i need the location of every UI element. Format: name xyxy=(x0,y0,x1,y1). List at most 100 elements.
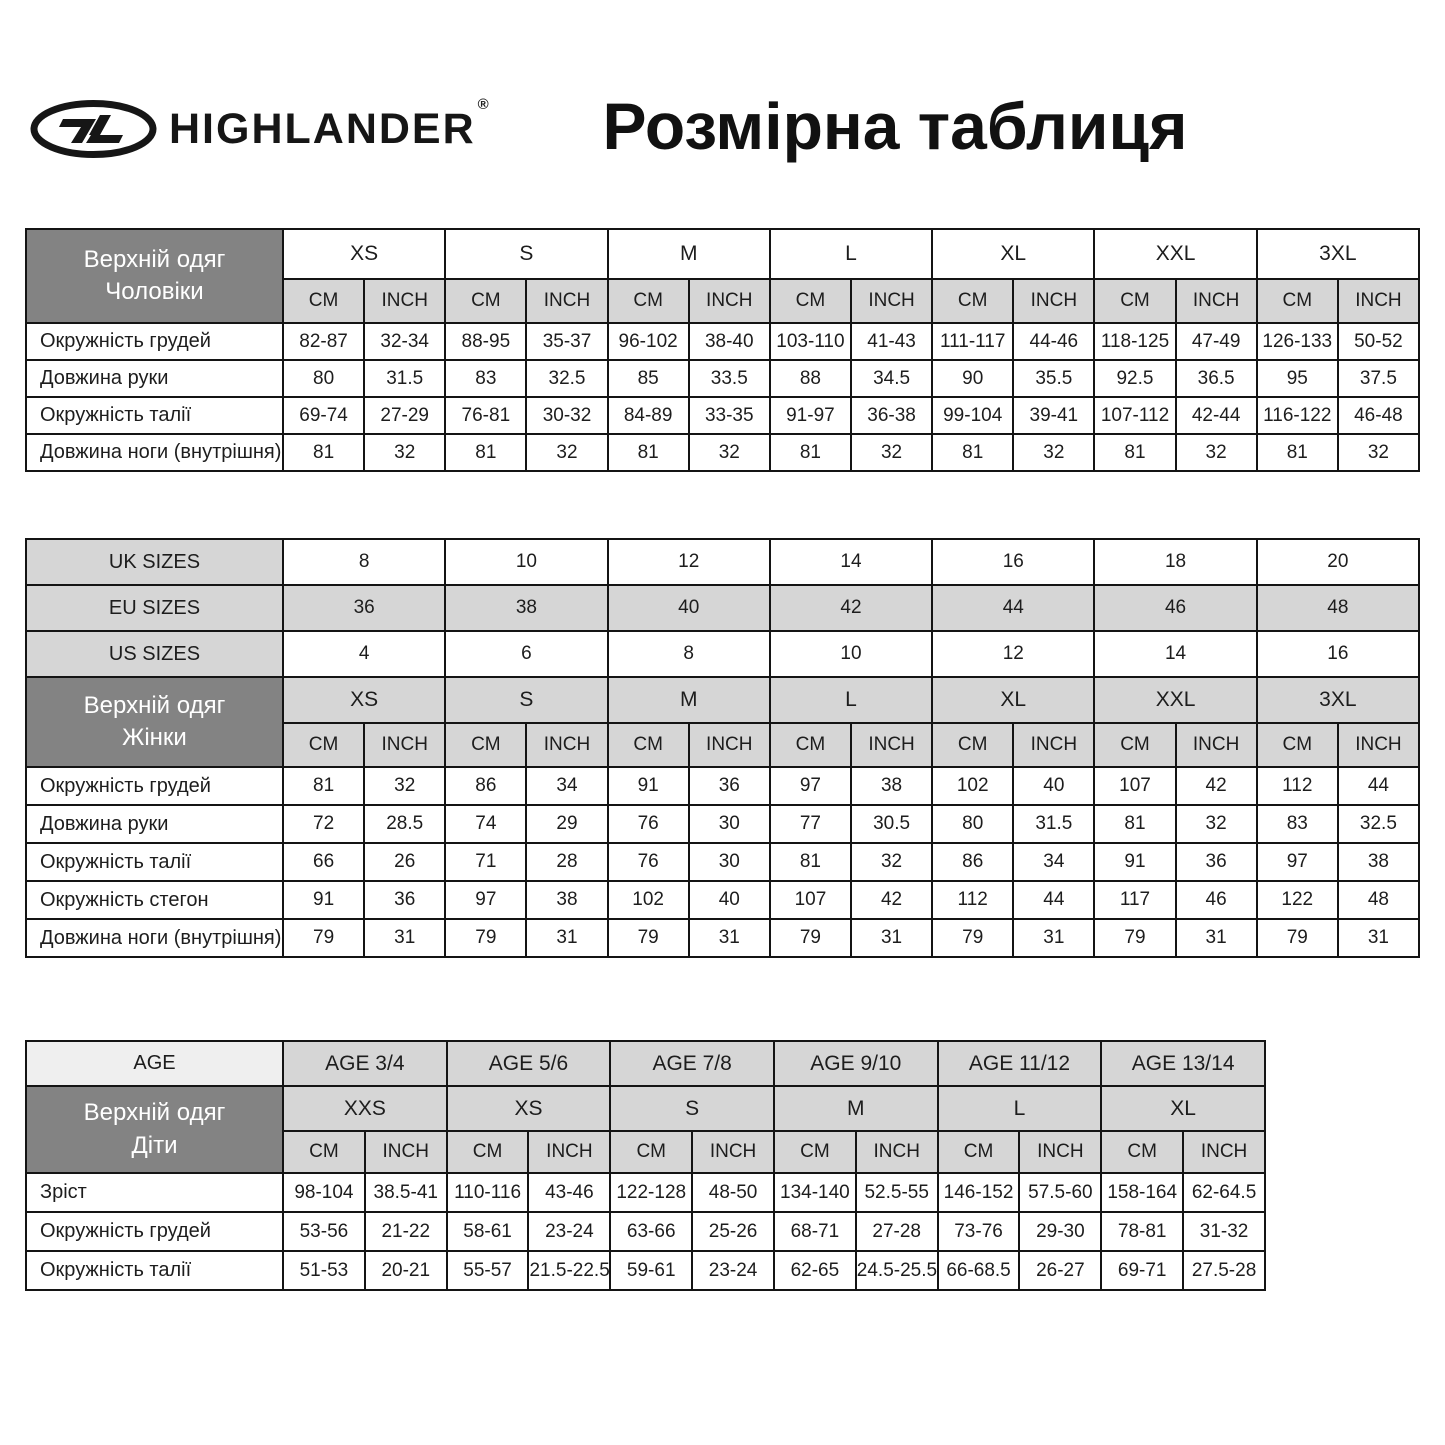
conversion-value-cell: 14 xyxy=(1093,630,1258,678)
value-cell: 80 xyxy=(281,359,366,398)
conversion-value-cell: 6 xyxy=(444,630,609,678)
value-cell: 25-26 xyxy=(691,1211,775,1252)
unit-header-cell: CM xyxy=(1255,722,1339,768)
size-header-cell: XXS xyxy=(282,1085,448,1132)
value-cell: 66 xyxy=(281,842,366,882)
conversion-value-cell: 16 xyxy=(931,538,1096,586)
measurement-label: Зріст xyxy=(25,1172,284,1213)
value-cell: 96-102 xyxy=(606,322,690,361)
size-header-cell: S xyxy=(444,676,609,724)
size-header-cell: XS xyxy=(281,228,447,280)
measurement-label: Довжина руки xyxy=(25,804,284,844)
value-cell: 31 xyxy=(1174,918,1258,958)
value-cell: 90 xyxy=(931,359,1015,398)
women-size-table: UK SIZES 8 10 12 14 16 18 20 EU SIZES 36 38 40 42 44 4… xyxy=(25,538,1421,958)
unit-header-cell: INCH xyxy=(854,1130,939,1174)
value-cell: 91-97 xyxy=(768,396,852,435)
unit-header-cell: INCH xyxy=(1182,1130,1266,1174)
section-header-cell: Верхній одяг Жінки xyxy=(25,676,284,768)
table-row: EU SIZES 36 38 40 42 44 46 48 xyxy=(25,584,1421,632)
size-header-cell: XXL xyxy=(1093,228,1258,280)
value-cell: 40 xyxy=(687,880,771,920)
value-cell: 97 xyxy=(1255,842,1339,882)
value-cell: 83 xyxy=(1255,804,1339,844)
size-header-cell: L xyxy=(768,228,934,280)
value-cell: 34 xyxy=(525,766,609,806)
value-cell: 21.5-22.5 xyxy=(527,1250,612,1291)
value-cell: 42 xyxy=(1174,766,1258,806)
brand-name: HIGHLANDER xyxy=(169,104,476,153)
unit-header-cell: CM xyxy=(281,278,366,324)
value-cell: 69-74 xyxy=(281,396,366,435)
value-cell: 95 xyxy=(1255,359,1339,398)
unit-header-cell: CM xyxy=(606,278,690,324)
value-cell: 79 xyxy=(931,918,1015,958)
value-cell: 32 xyxy=(849,842,934,882)
size-header-cell: 3XL xyxy=(1255,228,1421,280)
age-group-cell: AGE 5/6 xyxy=(445,1040,612,1087)
value-cell: 44 xyxy=(1012,880,1096,920)
value-cell: 34.5 xyxy=(849,359,934,398)
value-cell: 33.5 xyxy=(687,359,771,398)
value-cell: 81 xyxy=(768,433,852,472)
table-row: Зріст 98-104 38.5-41 110-116 43-46 122-128 48-… xyxy=(25,1172,1266,1213)
unit-header-cell: CM xyxy=(1093,722,1177,768)
age-group-cell: AGE 7/8 xyxy=(609,1040,775,1087)
value-cell: 51-53 xyxy=(282,1250,366,1291)
conversion-value-cell: 36 xyxy=(281,584,447,632)
value-cell: 62-65 xyxy=(772,1250,857,1291)
value-cell: 36.5 xyxy=(1174,359,1258,398)
unit-header-cell: CM xyxy=(1255,278,1339,324)
size-header-cell: 3XL xyxy=(1255,676,1421,724)
value-cell: 81 xyxy=(768,842,852,882)
value-cell: 20-21 xyxy=(363,1250,448,1291)
men-size-table: Верхній одяг Чоловіки XS S M L XL XXL 3XL CM INCH… xyxy=(25,228,1421,472)
value-cell: 71 xyxy=(444,842,528,882)
value-cell: 38 xyxy=(1336,842,1421,882)
size-header-cell: XXL xyxy=(1093,676,1258,724)
unit-header-cell: CM xyxy=(768,722,852,768)
unit-header-cell: INCH xyxy=(1018,1130,1103,1174)
unit-header-cell: INCH xyxy=(525,278,609,324)
measurement-label: Окружність грудей xyxy=(25,322,284,361)
value-cell: 55-57 xyxy=(445,1250,530,1291)
table-row: Довжина ноги (внутрішня) 81 32 81 32 81 32 81 32… xyxy=(25,433,1421,472)
highlander-oval-icon xyxy=(30,100,157,158)
value-cell: 31-32 xyxy=(1182,1211,1266,1252)
unit-header-cell: INCH xyxy=(527,1130,612,1174)
value-cell: 79 xyxy=(768,918,852,958)
unit-header-cell: INCH xyxy=(1174,722,1258,768)
value-cell: 28 xyxy=(525,842,609,882)
value-cell: 32 xyxy=(525,433,609,472)
size-header-cell: XL xyxy=(1100,1085,1266,1132)
value-cell: 66-68.5 xyxy=(936,1250,1021,1291)
value-cell: 46 xyxy=(1174,880,1258,920)
value-cell: 31 xyxy=(849,918,934,958)
table-row: UK SIZES 8 10 12 14 16 18 20 xyxy=(25,538,1421,586)
value-cell: 91 xyxy=(281,880,366,920)
table-row: Окружність грудей 81 32 86 34 91 36 97 38 102 40 10… xyxy=(25,766,1421,806)
unit-header-cell: INCH xyxy=(849,278,934,324)
value-cell: 53-56 xyxy=(282,1211,366,1252)
value-cell: 26 xyxy=(363,842,447,882)
conversion-value-cell: 14 xyxy=(768,538,934,586)
value-cell: 32 xyxy=(1012,433,1096,472)
value-cell: 44 xyxy=(1336,766,1421,806)
page-title: Розмірна таблиця xyxy=(602,89,1188,163)
value-cell: 27.5-28 xyxy=(1182,1250,1266,1291)
value-cell: 28.5 xyxy=(363,804,447,844)
value-cell: 23-24 xyxy=(527,1211,612,1252)
value-cell: 79 xyxy=(606,918,690,958)
value-cell: 118-125 xyxy=(1093,322,1177,361)
value-cell: 31 xyxy=(687,918,771,958)
value-cell: 81 xyxy=(1093,804,1177,844)
value-cell: 63-66 xyxy=(609,1211,694,1252)
value-cell: 50-52 xyxy=(1336,322,1421,361)
value-cell: 86 xyxy=(444,766,528,806)
value-cell: 58-61 xyxy=(445,1211,530,1252)
value-cell: 30.5 xyxy=(849,804,934,844)
value-cell: 116-122 xyxy=(1255,396,1339,435)
unit-header-cell: INCH xyxy=(363,1130,448,1174)
value-cell: 91 xyxy=(1093,842,1177,882)
